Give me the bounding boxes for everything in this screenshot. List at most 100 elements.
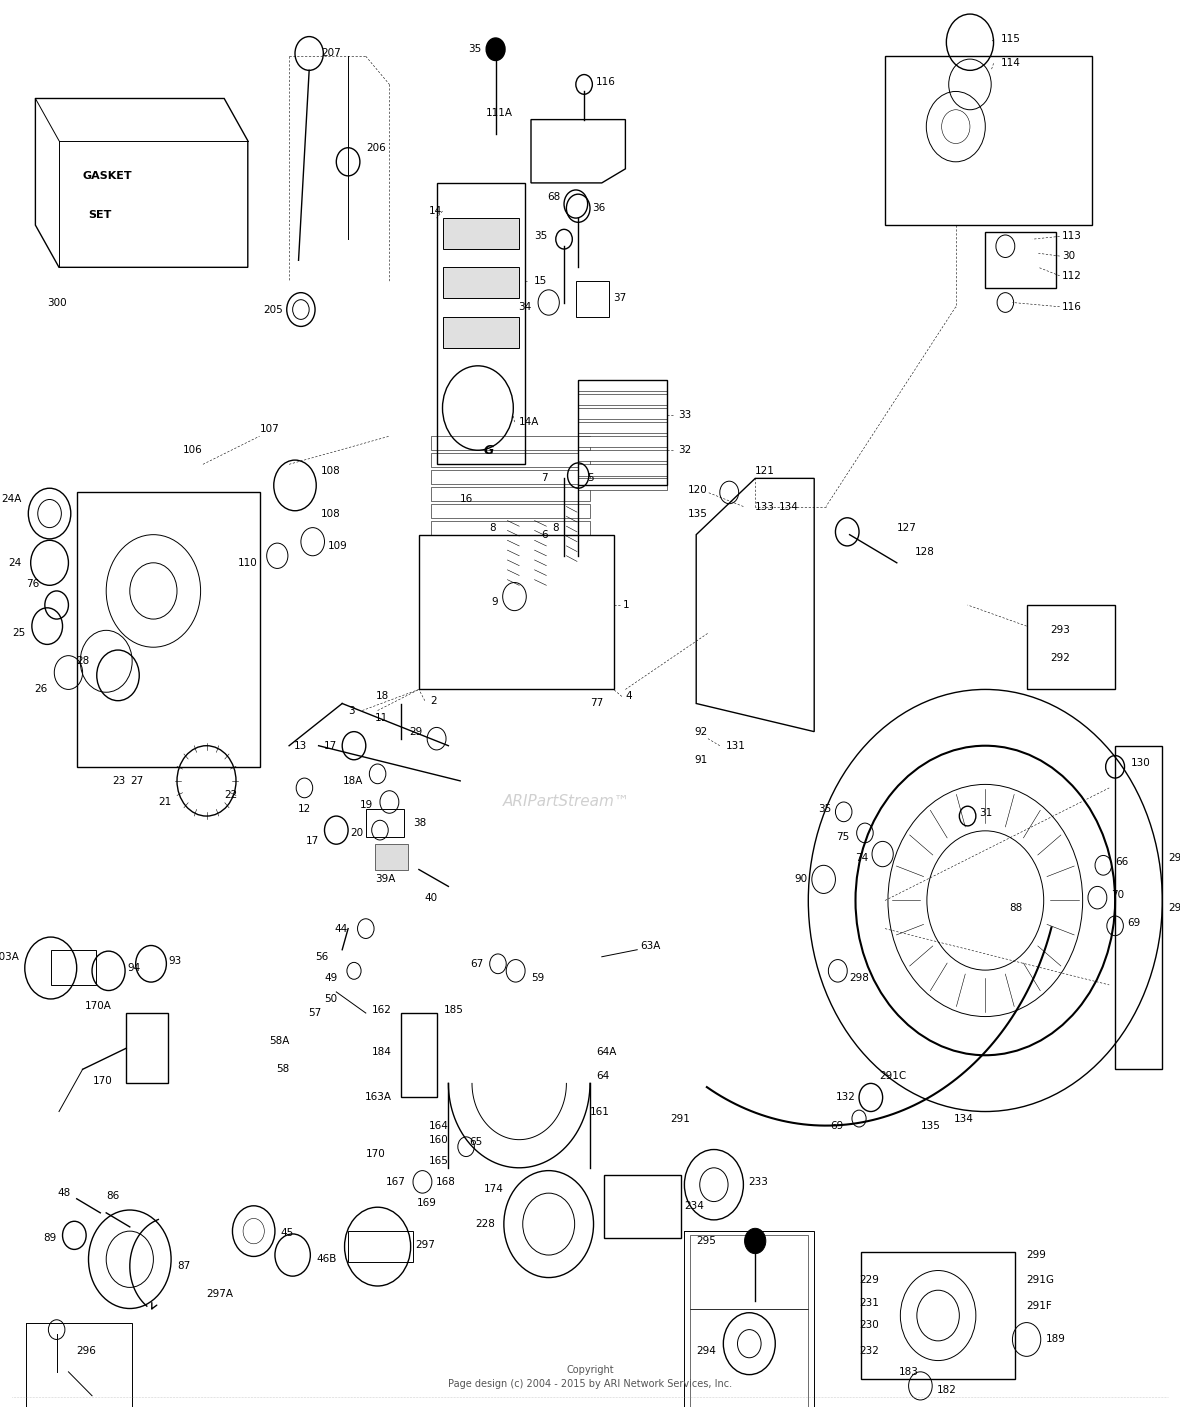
Text: 21: 21 bbox=[158, 796, 171, 808]
Text: 293: 293 bbox=[1050, 625, 1070, 636]
Text: 160: 160 bbox=[428, 1134, 448, 1145]
Text: 40: 40 bbox=[425, 892, 438, 903]
Bar bbox=[431, 487, 590, 501]
Text: 19: 19 bbox=[360, 799, 373, 810]
Bar bbox=[690, 1235, 808, 1309]
Text: 182: 182 bbox=[937, 1384, 957, 1396]
Text: 128: 128 bbox=[914, 546, 935, 557]
Text: 26: 26 bbox=[34, 684, 47, 695]
Text: 76: 76 bbox=[26, 578, 39, 590]
Bar bbox=[431, 521, 590, 535]
Text: 3: 3 bbox=[348, 705, 355, 716]
Text: 230: 230 bbox=[859, 1320, 879, 1331]
Text: 174: 174 bbox=[484, 1183, 504, 1195]
Text: 134: 134 bbox=[779, 501, 799, 512]
Text: Page design (c) 2004 - 2015 by ARI Network Services, Inc.: Page design (c) 2004 - 2015 by ARI Netwo… bbox=[448, 1379, 732, 1390]
Text: 170A: 170A bbox=[85, 1000, 112, 1012]
Text: 121: 121 bbox=[755, 466, 775, 477]
Text: 130: 130 bbox=[1130, 757, 1150, 768]
Text: 163A: 163A bbox=[365, 1092, 392, 1103]
Text: 1: 1 bbox=[623, 599, 630, 611]
Text: 291A: 291A bbox=[1168, 853, 1180, 864]
Text: 65: 65 bbox=[470, 1137, 483, 1148]
Bar bbox=[437, 183, 525, 464]
Bar bbox=[684, 1231, 814, 1407]
Text: 291J: 291J bbox=[1168, 902, 1180, 913]
Text: 297A: 297A bbox=[206, 1289, 234, 1300]
Text: 46B: 46B bbox=[316, 1254, 336, 1265]
Bar bbox=[26, 1323, 132, 1407]
Text: 108: 108 bbox=[321, 466, 341, 477]
Text: 8: 8 bbox=[552, 522, 559, 533]
Bar bbox=[431, 504, 590, 518]
Bar bbox=[861, 1252, 1015, 1379]
Text: 74: 74 bbox=[856, 853, 868, 864]
Text: 64: 64 bbox=[596, 1071, 609, 1082]
Text: 292: 292 bbox=[1050, 653, 1070, 664]
Text: 294: 294 bbox=[696, 1345, 716, 1356]
Text: 35: 35 bbox=[535, 231, 548, 242]
Bar bbox=[401, 1013, 437, 1097]
Bar bbox=[690, 1309, 808, 1407]
Text: 7: 7 bbox=[540, 473, 548, 484]
Bar bbox=[985, 232, 1056, 288]
Bar bbox=[442, 317, 519, 348]
Text: 20: 20 bbox=[350, 827, 363, 839]
Text: 185: 185 bbox=[444, 1005, 464, 1016]
Text: 22: 22 bbox=[224, 789, 237, 801]
Text: 207: 207 bbox=[321, 48, 341, 59]
Text: 49: 49 bbox=[324, 972, 337, 983]
Text: 24: 24 bbox=[8, 557, 21, 568]
Text: 183: 183 bbox=[899, 1366, 919, 1377]
Text: 50: 50 bbox=[324, 993, 337, 1005]
Bar bbox=[1115, 746, 1162, 1069]
Text: 12: 12 bbox=[297, 803, 312, 815]
Text: 170: 170 bbox=[366, 1148, 386, 1159]
Text: 59: 59 bbox=[531, 972, 544, 983]
Text: 18: 18 bbox=[376, 691, 389, 702]
Text: 35: 35 bbox=[819, 803, 832, 815]
Text: 13: 13 bbox=[294, 740, 307, 751]
Text: 135: 135 bbox=[920, 1120, 940, 1131]
Circle shape bbox=[745, 1228, 766, 1254]
Text: 295: 295 bbox=[696, 1235, 716, 1247]
Text: 120: 120 bbox=[688, 484, 708, 495]
Text: 234: 234 bbox=[684, 1200, 704, 1211]
Text: 89: 89 bbox=[44, 1233, 57, 1244]
Bar bbox=[578, 464, 667, 476]
Bar bbox=[348, 1231, 413, 1262]
Text: 36: 36 bbox=[592, 203, 605, 214]
Text: 25: 25 bbox=[13, 628, 26, 639]
Text: 29: 29 bbox=[409, 726, 422, 737]
Text: 45: 45 bbox=[281, 1227, 294, 1238]
Text: Copyright: Copyright bbox=[566, 1365, 614, 1376]
Text: 9: 9 bbox=[491, 597, 498, 608]
Bar bbox=[431, 436, 590, 450]
Text: 58A: 58A bbox=[269, 1036, 289, 1047]
Text: 57: 57 bbox=[308, 1007, 321, 1019]
Text: 39A: 39A bbox=[375, 874, 395, 885]
Text: 23: 23 bbox=[112, 775, 125, 787]
Text: 88: 88 bbox=[1009, 902, 1022, 913]
Text: 31: 31 bbox=[979, 808, 992, 819]
Bar bbox=[578, 394, 667, 405]
Text: 17: 17 bbox=[324, 740, 337, 751]
Text: 37: 37 bbox=[614, 293, 627, 304]
Bar bbox=[126, 1013, 168, 1083]
Bar bbox=[442, 218, 519, 249]
Text: 111A: 111A bbox=[486, 107, 513, 118]
Text: 69: 69 bbox=[1127, 917, 1140, 929]
Text: 11: 11 bbox=[375, 712, 388, 723]
Bar bbox=[442, 267, 519, 298]
Text: 67: 67 bbox=[471, 958, 484, 969]
Bar bbox=[578, 380, 667, 391]
Text: 5: 5 bbox=[588, 473, 595, 484]
Text: 114: 114 bbox=[1001, 58, 1021, 69]
Text: 291C: 291C bbox=[879, 1071, 906, 1082]
Text: 4: 4 bbox=[625, 691, 632, 702]
Bar bbox=[885, 56, 1092, 225]
Text: 206: 206 bbox=[366, 142, 386, 153]
Bar bbox=[431, 470, 590, 484]
Text: 135: 135 bbox=[688, 508, 708, 519]
Text: 167: 167 bbox=[386, 1176, 406, 1188]
